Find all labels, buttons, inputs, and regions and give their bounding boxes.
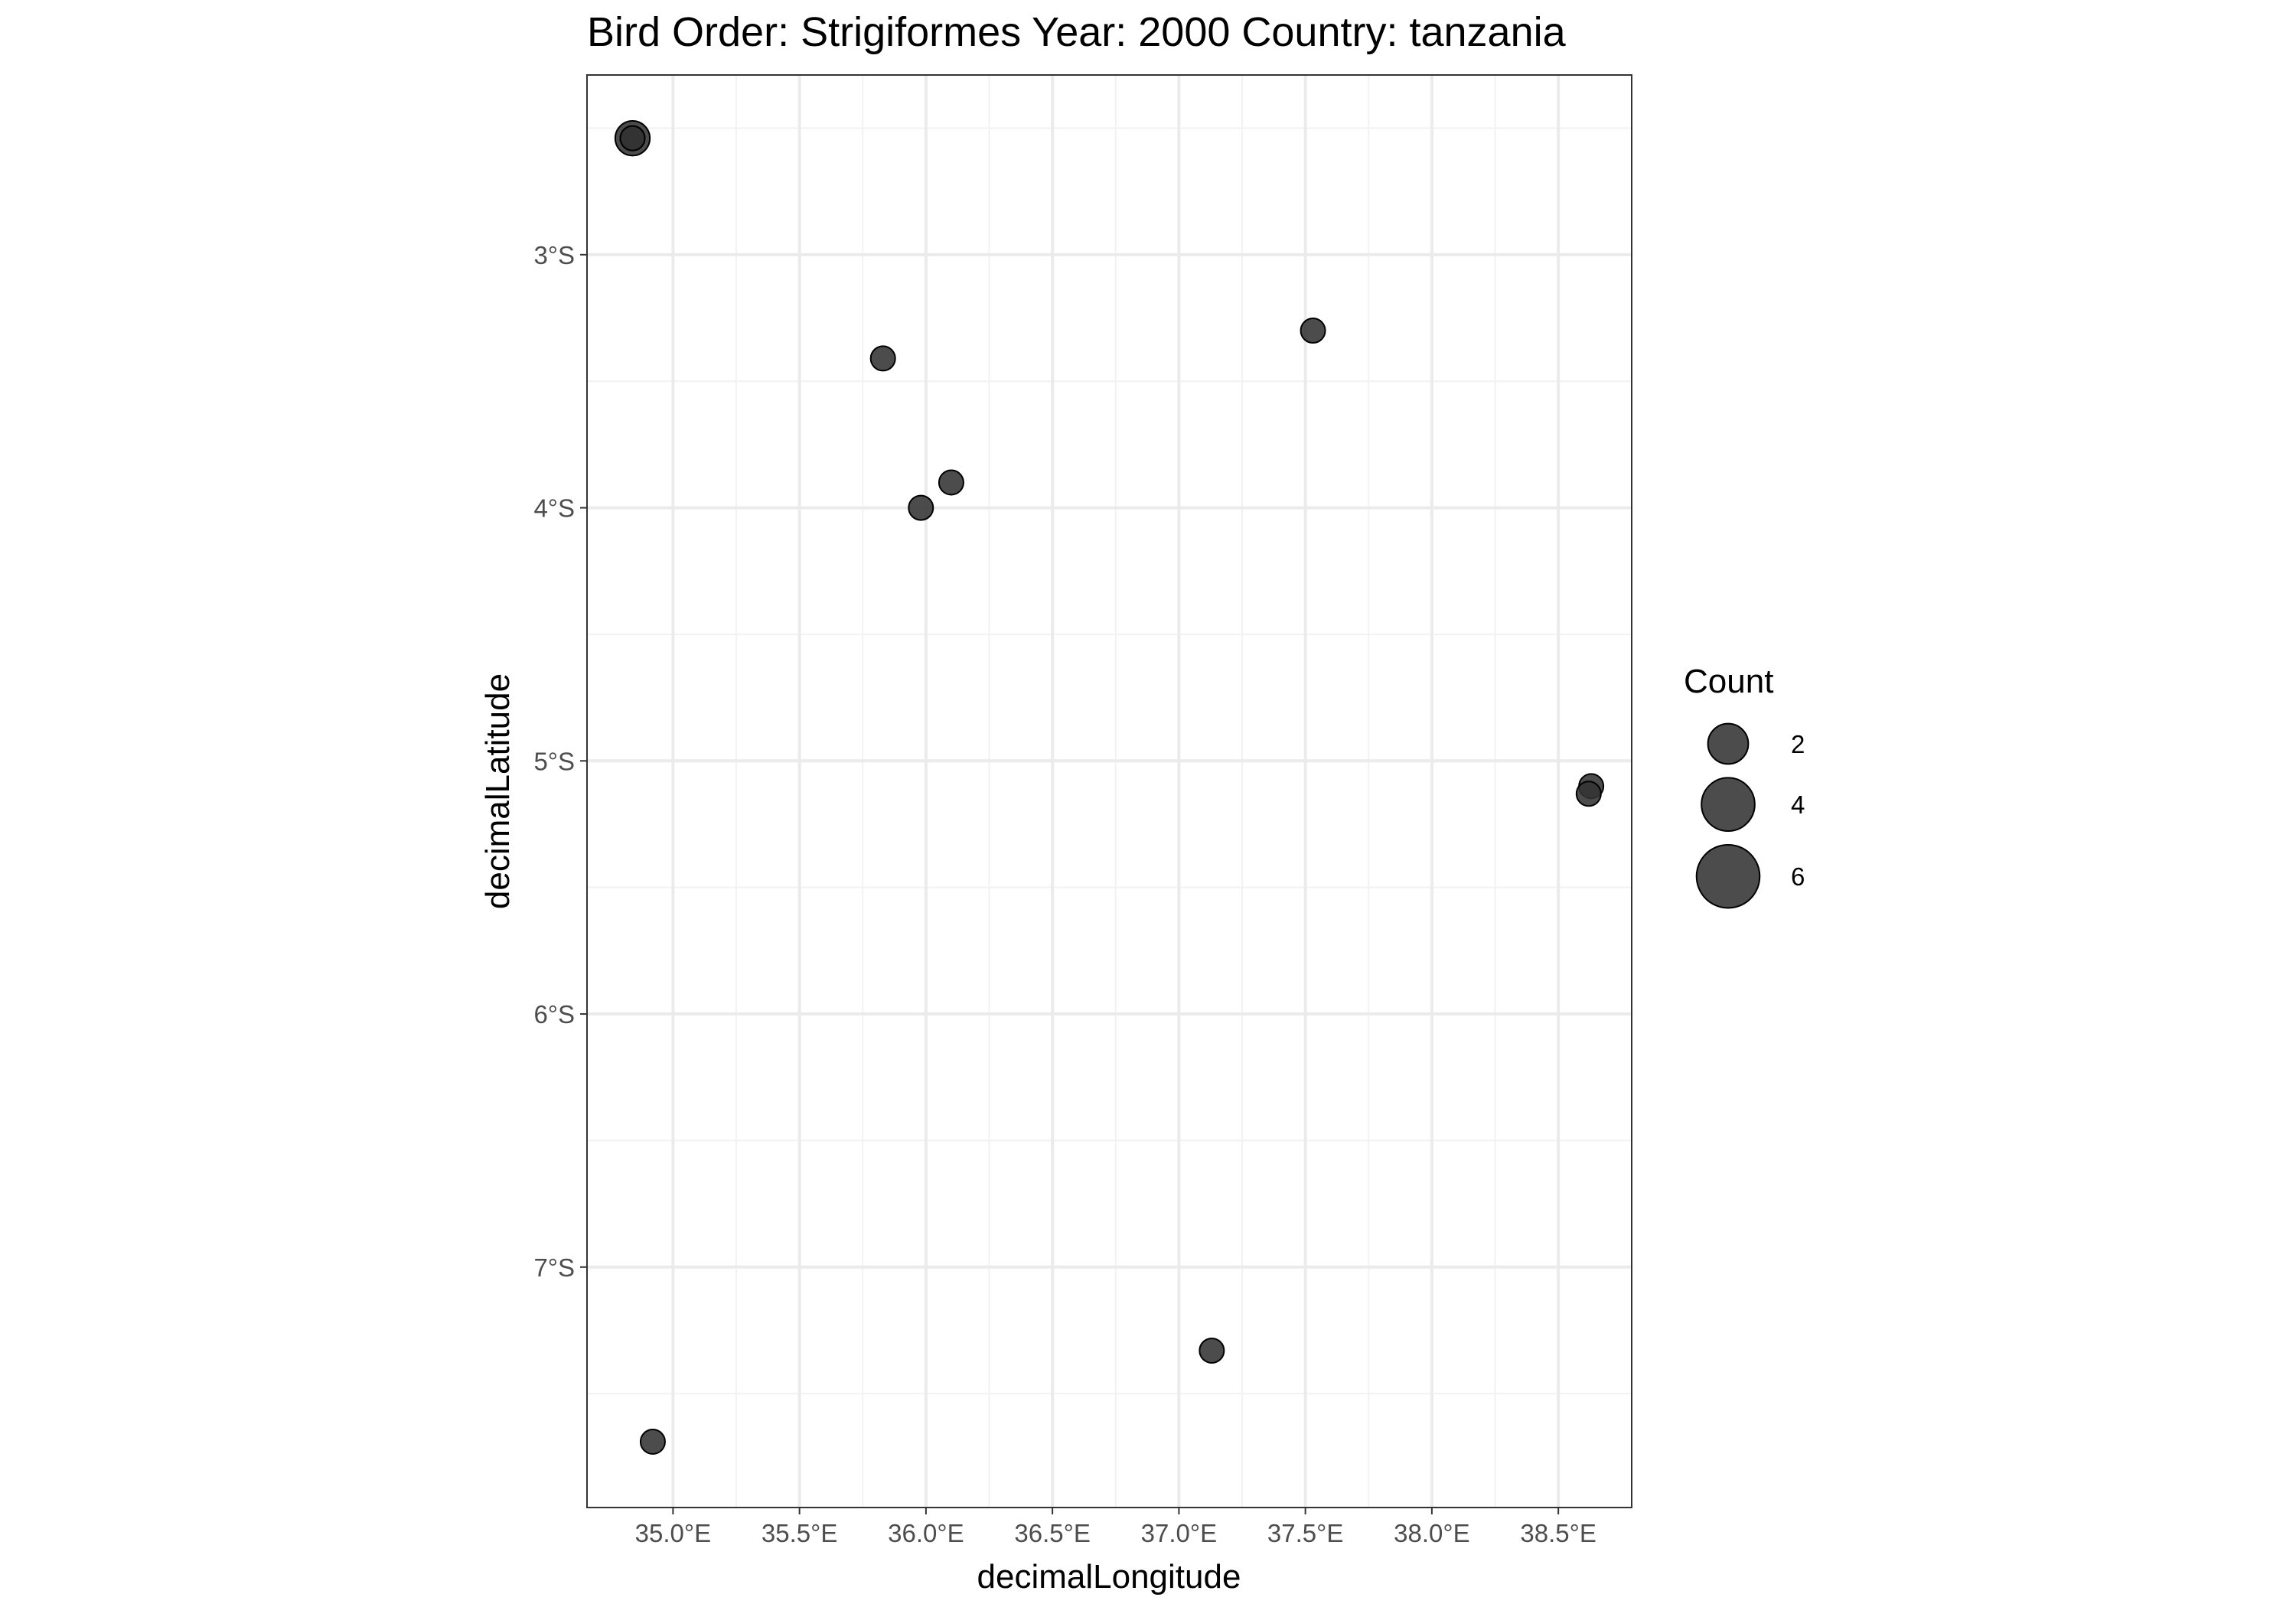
- legend-entry-label: 6: [1791, 862, 1805, 891]
- chart-title: Bird Order: Strigiformes Year: 2000 Coun…: [587, 9, 1567, 55]
- plot-background: [587, 75, 1632, 1508]
- grid-lines: [587, 75, 1632, 1508]
- data-points: [614, 120, 1605, 1455]
- x-tick-label: 36.5°E: [1014, 1519, 1090, 1547]
- legend-key-circle: [1695, 843, 1761, 909]
- x-axis: 35.0°E 35.5°E 36.0°E 36.5°E 37.0°E 37.5°E 38.0…: [635, 1508, 1596, 1547]
- data-point: [1300, 318, 1326, 344]
- legend-entry-label: 2: [1791, 730, 1805, 758]
- legend-entry-label: 4: [1791, 790, 1805, 819]
- y-tick-label: 6°S: [533, 1000, 575, 1028]
- data-point: [619, 125, 646, 152]
- x-tick-label: 35.0°E: [635, 1519, 711, 1547]
- y-tick-label: 4°S: [533, 494, 575, 523]
- x-tick-label: 37.0°E: [1141, 1519, 1217, 1547]
- x-tick-label: 36.0°E: [888, 1519, 964, 1547]
- legend-key-circle: [1701, 777, 1756, 832]
- x-tick-label: 35.5°E: [762, 1519, 837, 1547]
- data-point: [908, 494, 934, 521]
- x-tick-label: 38.5°E: [1520, 1519, 1596, 1547]
- y-tick-label: 7°S: [533, 1253, 575, 1282]
- legend-title: Count: [1684, 663, 1773, 700]
- data-point: [1199, 1337, 1225, 1364]
- y-axis: 3°S 4°S 5°S 6°S 7°S: [533, 241, 587, 1282]
- data-point: [1575, 781, 1602, 807]
- x-tick-label: 38.0°E: [1394, 1519, 1469, 1547]
- data-point: [938, 469, 964, 496]
- data-point: [639, 1429, 666, 1455]
- legend-entries: 2 4 6: [1695, 722, 1805, 909]
- plot-area: [586, 74, 1632, 1508]
- x-axis-title: decimalLongitude: [977, 1558, 1241, 1596]
- data-point: [869, 345, 896, 372]
- legend-key-circle: [1707, 722, 1750, 765]
- y-tick-label: 5°S: [533, 747, 575, 775]
- y-tick-label: 3°S: [533, 241, 575, 269]
- x-tick-label: 37.5°E: [1267, 1519, 1343, 1547]
- y-axis-title: decimalLatitude: [479, 673, 517, 909]
- plot-border: [586, 74, 1632, 1508]
- legend: Count 2 4 6: [1684, 663, 1805, 909]
